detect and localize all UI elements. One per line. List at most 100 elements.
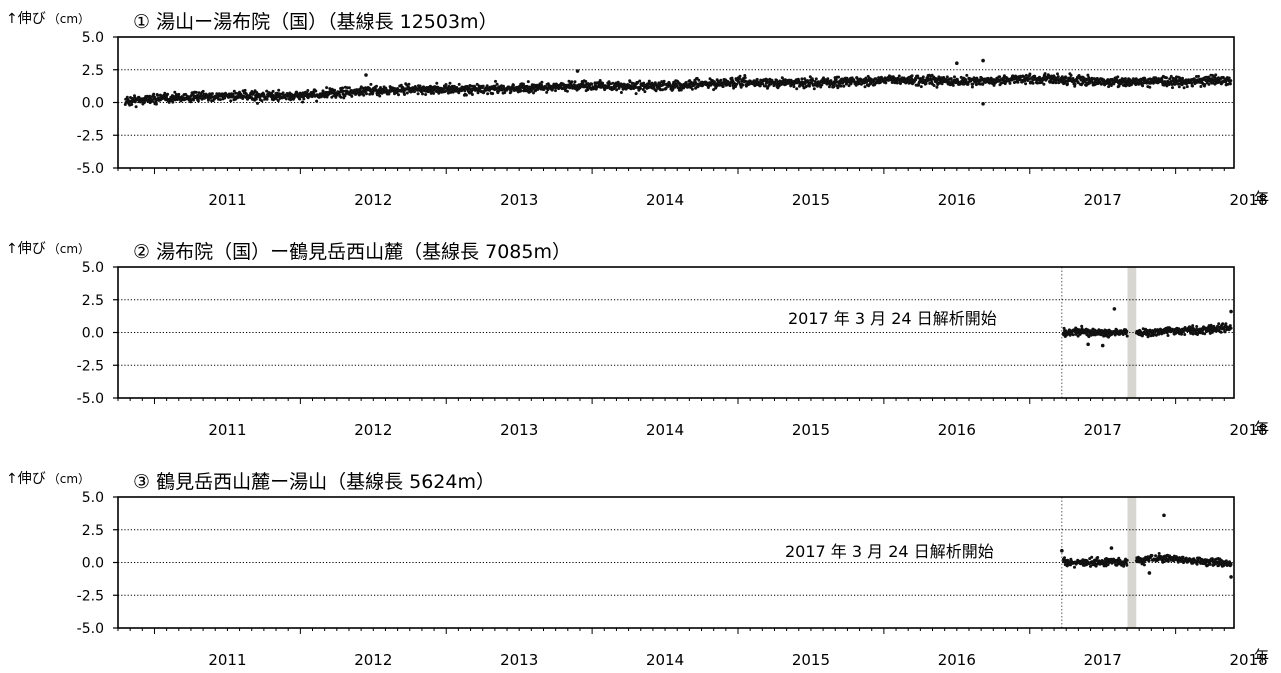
data-point xyxy=(171,100,175,104)
data-point xyxy=(761,82,765,86)
data-point xyxy=(1162,560,1166,564)
y-axis-label-text: ↑伸び xyxy=(6,11,46,27)
data-point xyxy=(914,78,918,82)
data-point xyxy=(274,97,278,101)
data-point xyxy=(690,87,694,91)
data-point xyxy=(1042,82,1046,86)
data-point xyxy=(1199,85,1203,88)
data-point xyxy=(1223,330,1227,334)
data-point xyxy=(964,78,968,82)
data-point xyxy=(436,86,440,90)
data-point xyxy=(1071,333,1075,337)
data-point xyxy=(837,75,841,79)
data-point xyxy=(1069,563,1072,567)
x-tick-label: 2014 xyxy=(646,191,684,209)
data-point xyxy=(1104,561,1108,565)
data-point xyxy=(325,86,329,90)
data-point xyxy=(1224,322,1228,326)
data-point xyxy=(1191,324,1195,328)
data-point xyxy=(362,93,366,97)
data-point xyxy=(1195,562,1199,566)
x-tick-label: 2014 xyxy=(646,421,684,439)
data-point xyxy=(153,95,156,99)
data-point xyxy=(1168,77,1172,81)
data-point xyxy=(464,93,468,97)
y-axis-label-text: ↑伸び xyxy=(6,471,46,487)
data-point xyxy=(1165,331,1169,335)
data-point xyxy=(530,89,533,93)
data-point xyxy=(256,101,259,105)
data-point xyxy=(1069,73,1073,77)
data-point xyxy=(1056,75,1060,79)
data-point xyxy=(174,93,178,96)
data-point xyxy=(654,89,658,93)
data-point xyxy=(728,84,732,88)
data-points xyxy=(1060,513,1233,579)
data-point xyxy=(842,84,846,88)
data-point xyxy=(481,84,485,88)
data-point xyxy=(306,89,310,92)
data-point xyxy=(765,78,769,82)
data-point xyxy=(315,99,319,103)
data-point xyxy=(1154,333,1158,337)
data-point xyxy=(621,87,625,91)
data-point xyxy=(565,89,569,93)
data-point xyxy=(403,93,406,96)
data-point xyxy=(1043,72,1047,76)
chart-title: ③ 鶴見岳西山麓ー湯山（基線長 5624m） xyxy=(133,471,495,493)
y-tick-label: 0.0 xyxy=(82,326,104,342)
data-point xyxy=(1067,559,1070,563)
data-point xyxy=(260,99,264,103)
x-tick-label: 2018 xyxy=(1229,191,1267,209)
data-point xyxy=(1203,83,1207,86)
data-point xyxy=(872,79,876,83)
data-point xyxy=(540,80,544,84)
data-point xyxy=(143,100,146,104)
data-point xyxy=(822,76,825,80)
y-axis-unit: （cm） xyxy=(47,12,91,26)
data-point xyxy=(919,85,923,89)
chart-panel-1: ↑伸び （cm） ① 湯山ー湯布院（国）（基線長 12503m） 5.0 2.5 0.… xyxy=(0,0,1281,224)
data-point xyxy=(812,87,816,91)
data-point xyxy=(1068,76,1072,80)
data-point xyxy=(1121,77,1125,81)
y-tick-label: 2.5 xyxy=(82,293,104,309)
data-point xyxy=(1160,78,1164,82)
data-point xyxy=(173,90,177,94)
data-point xyxy=(448,81,452,85)
data-point xyxy=(1171,86,1174,90)
data-point xyxy=(156,93,160,97)
data-point-outlier xyxy=(1229,575,1233,579)
data-point xyxy=(1056,72,1059,76)
data-point xyxy=(1197,74,1200,78)
data-point xyxy=(401,86,405,90)
y-tick-label: -5.0 xyxy=(77,391,104,407)
x-tick-label: 2017 xyxy=(1084,651,1122,669)
x-tick-label: 2015 xyxy=(792,421,830,439)
data-point xyxy=(522,82,525,86)
data-point xyxy=(1112,82,1116,86)
data-point-outlier xyxy=(1109,546,1114,550)
data-point xyxy=(546,88,550,92)
y-tick-label: 5.0 xyxy=(82,30,104,46)
data-point xyxy=(1064,329,1068,333)
y-axis-label-text: ↑伸び xyxy=(6,241,46,257)
data-point xyxy=(609,82,613,86)
data-point xyxy=(1087,335,1091,339)
data-point xyxy=(210,92,214,96)
data-point xyxy=(1057,81,1061,85)
data-point xyxy=(1024,73,1028,77)
data-point xyxy=(732,86,736,90)
data-point xyxy=(512,83,515,87)
data-point xyxy=(638,79,642,83)
x-tick-label: 2015 xyxy=(792,191,830,209)
data-point xyxy=(998,75,1002,79)
data-point xyxy=(413,90,416,94)
data-point-outlier xyxy=(1112,307,1117,311)
data-point xyxy=(1150,554,1154,557)
data-point xyxy=(800,77,804,81)
data-point xyxy=(254,97,258,101)
data-point xyxy=(416,92,420,96)
data-point xyxy=(662,79,666,83)
data-point xyxy=(421,92,424,96)
